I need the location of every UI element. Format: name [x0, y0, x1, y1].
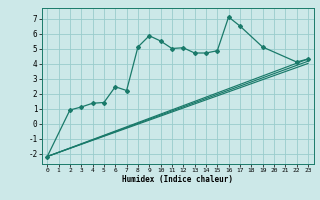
X-axis label: Humidex (Indice chaleur): Humidex (Indice chaleur): [122, 175, 233, 184]
